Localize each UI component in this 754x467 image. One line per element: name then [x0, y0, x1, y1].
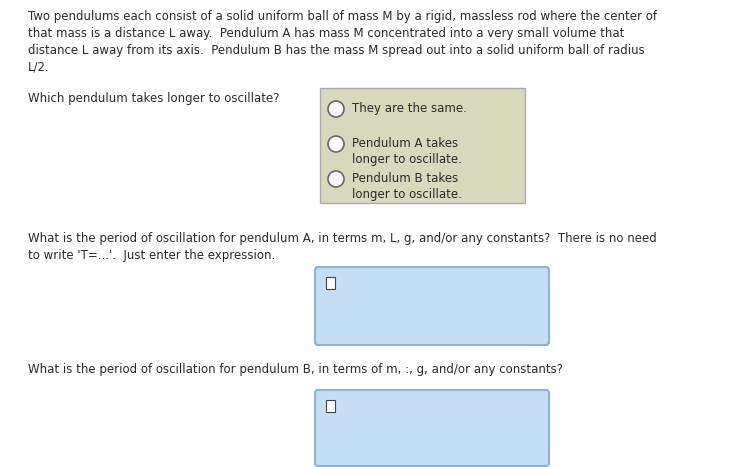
Text: They are the same.: They are the same. [352, 102, 467, 115]
FancyBboxPatch shape [315, 390, 549, 466]
Circle shape [328, 136, 344, 152]
Text: Pendulum A takes
longer to oscillate.: Pendulum A takes longer to oscillate. [352, 137, 462, 166]
FancyBboxPatch shape [320, 88, 525, 203]
Text: Pendulum B takes
longer to oscillate.: Pendulum B takes longer to oscillate. [352, 172, 462, 201]
Text: Two pendulums each consist of a solid uniform ball of mass M by a rigid, massles: Two pendulums each consist of a solid un… [28, 10, 657, 74]
Circle shape [328, 101, 344, 117]
Text: What is the period of oscillation for pendulum A, in terms m, L, g, and/or any c: What is the period of oscillation for pe… [28, 232, 657, 262]
FancyBboxPatch shape [326, 277, 335, 289]
FancyBboxPatch shape [326, 400, 335, 412]
FancyBboxPatch shape [315, 267, 549, 345]
Text: Which pendulum takes longer to oscillate?: Which pendulum takes longer to oscillate… [28, 92, 280, 105]
Text: What is the period of oscillation for pendulum B, in terms of m, :, g, and/or an: What is the period of oscillation for pe… [28, 363, 563, 376]
Circle shape [328, 171, 344, 187]
